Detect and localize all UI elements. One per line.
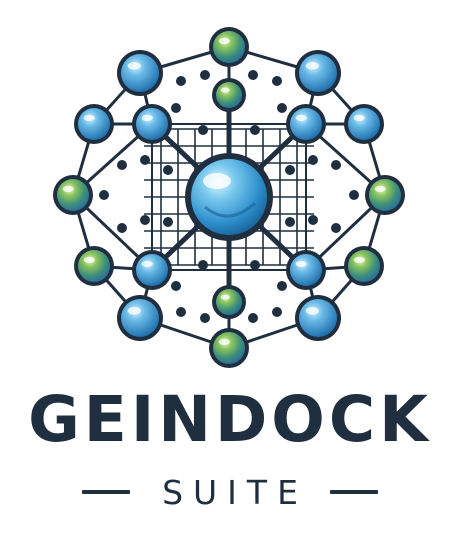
outer-node-9 [117, 295, 163, 341]
outer-node-1 [117, 50, 163, 96]
brand-name: GEINDOCK [28, 383, 432, 456]
outer-node-10 [295, 295, 341, 341]
outer-node-8 [344, 246, 384, 286]
outer-node-4 [344, 104, 384, 144]
outer-node-3 [74, 104, 114, 144]
subtitle-row: SUITE [0, 470, 460, 514]
inner-node-2 [286, 104, 326, 144]
network-nodes [53, 27, 405, 368]
core-sphere [185, 153, 273, 241]
outer-node-5 [53, 175, 93, 215]
brand-subtitle: SUITE [162, 472, 308, 512]
outer-node-7 [74, 246, 114, 286]
inner-node-4 [286, 250, 326, 290]
outer-node-11 [209, 328, 249, 368]
network-small-dots [99, 70, 359, 323]
outer-node-2 [295, 50, 341, 96]
subtitle-dash-left [82, 490, 131, 494]
outer-node-0 [209, 27, 249, 67]
inner-node-1 [132, 104, 172, 144]
outer-node-6 [365, 175, 405, 215]
inner-node-3 [132, 250, 172, 290]
inner-node-5 [212, 285, 246, 319]
inner-node-0 [212, 78, 246, 112]
subtitle-dash-right [329, 490, 378, 494]
molecular-network-icon [53, 27, 405, 368]
